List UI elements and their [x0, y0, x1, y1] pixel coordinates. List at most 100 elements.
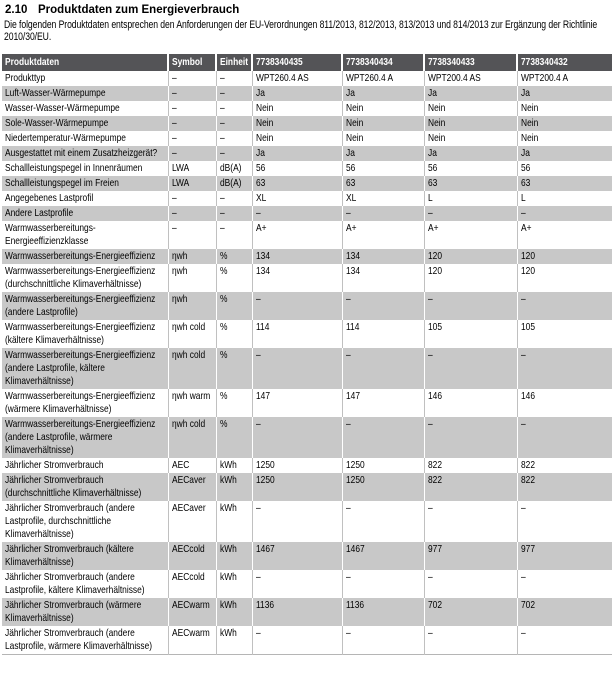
cell-label: Jährlicher Stromverbrauch (kältere Klima…	[2, 542, 169, 570]
cell-value-0: 1136	[252, 598, 343, 626]
cell-value-1: XL	[342, 191, 425, 206]
table-row: Andere Lastprofile – – – – – –	[2, 206, 612, 221]
cell-unit: %	[216, 264, 253, 292]
table-row: Niedertemperatur-Wärmepumpe – – Nein Nei…	[2, 131, 612, 146]
cell-value-1: 1250	[342, 473, 425, 501]
cell-value-0: 1467	[252, 542, 343, 570]
cell-value-0: 1250	[252, 458, 343, 473]
cell-label: Sole-Wasser-Wärmepumpe	[2, 116, 169, 131]
cell-value-3: 822	[517, 458, 612, 473]
header-article-4: 7738340432	[517, 54, 612, 71]
cell-value-3: 977	[517, 542, 612, 570]
cell-value-0: Nein	[252, 101, 343, 116]
cell-unit: %	[216, 389, 253, 417]
cell-value-0: 114	[252, 320, 343, 348]
cell-unit: dB(A)	[216, 176, 253, 191]
cell-label: Schallleistungspegel im Freien	[2, 176, 169, 191]
cell-value-3: 56	[517, 161, 612, 176]
cell-symbol: –	[168, 71, 217, 86]
cell-value-3: A+	[517, 221, 612, 249]
cell-unit: kWh	[216, 598, 253, 626]
table-row: Jährlicher Stromverbrauch (andere Lastpr…	[2, 501, 612, 542]
cell-unit: %	[216, 292, 253, 320]
table-row: Jährlicher Stromverbrauch (andere Lastpr…	[2, 626, 612, 655]
cell-unit: kWh	[216, 458, 253, 473]
cell-label: Angegebenes Lastprofil	[2, 191, 169, 206]
cell-unit: dB(A)	[216, 161, 253, 176]
cell-value-3: 120	[517, 249, 612, 264]
cell-symbol: AECwarm	[168, 626, 217, 655]
cell-value-1: Nein	[342, 101, 425, 116]
cell-value-1: WPT260.4 A	[342, 71, 425, 86]
cell-value-1: –	[342, 501, 425, 542]
cell-symbol: LWA	[168, 161, 217, 176]
cell-value-1: Ja	[342, 86, 425, 101]
cell-value-2: 977	[424, 542, 518, 570]
cell-label: Warmwasserbereitungs-Energieeffizienz (a…	[2, 292, 169, 320]
cell-value-3: –	[517, 501, 612, 542]
cell-value-1: 1250	[342, 458, 425, 473]
cell-value-1: Nein	[342, 116, 425, 131]
cell-unit: %	[216, 320, 253, 348]
cell-value-1: Nein	[342, 131, 425, 146]
cell-symbol: ηwh cold	[168, 320, 217, 348]
cell-symbol: ηwh warm	[168, 389, 217, 417]
cell-unit: –	[216, 116, 253, 131]
cell-value-1: 114	[342, 320, 425, 348]
cell-value-0: 134	[252, 249, 343, 264]
header-einheit: Einheit	[216, 54, 253, 71]
table-row: Sole-Wasser-Wärmepumpe – – Nein Nein Nei…	[2, 116, 612, 131]
cell-value-2: A+	[424, 221, 518, 249]
cell-value-3: Nein	[517, 131, 612, 146]
cell-value-2: 822	[424, 473, 518, 501]
cell-value-0: 56	[252, 161, 343, 176]
cell-value-3: –	[517, 417, 612, 458]
cell-value-1: –	[342, 570, 425, 598]
section-title: Produktdaten zum Energieverbrauch	[38, 4, 240, 16]
table-row: Ausgestattet mit einem Zusatzheizgerät? …	[2, 146, 612, 161]
cell-symbol: –	[168, 206, 217, 221]
table-row: Warmwasserbereitungs-Energieeffizienz (a…	[2, 348, 612, 389]
cell-unit: –	[216, 221, 253, 249]
cell-value-2: –	[424, 417, 518, 458]
cell-label: Niedertemperatur-Wärmepumpe	[2, 131, 169, 146]
cell-label: Wasser-Wasser-Wärmepumpe	[2, 101, 169, 116]
cell-value-3: 146	[517, 389, 612, 417]
cell-value-3: Ja	[517, 86, 612, 101]
table-row: Produkttyp – – WPT260.4 AS WPT260.4 A WP…	[2, 71, 612, 86]
cell-value-0: 63	[252, 176, 343, 191]
header-symbol: Symbol	[168, 54, 217, 71]
cell-value-2: 56	[424, 161, 518, 176]
cell-symbol: ηwh cold	[168, 417, 217, 458]
cell-value-2: 120	[424, 264, 518, 292]
cell-value-1: –	[342, 417, 425, 458]
cell-unit: kWh	[216, 473, 253, 501]
cell-value-1: 147	[342, 389, 425, 417]
cell-label: Jährlicher Stromverbrauch	[2, 458, 169, 473]
cell-value-0: –	[252, 292, 343, 320]
cell-symbol: ηwh	[168, 292, 217, 320]
cell-label: Luft-Wasser-Wärmepumpe	[2, 86, 169, 101]
cell-value-0: 1250	[252, 473, 343, 501]
cell-label: Warmwasserbereitungs-Energieeffizienzkla…	[2, 221, 169, 249]
header-article-1: 7738340435	[252, 54, 343, 71]
cell-value-0: Nein	[252, 131, 343, 146]
table-row: Warmwasserbereitungs-Energieeffizienz (w…	[2, 389, 612, 417]
cell-value-2: –	[424, 570, 518, 598]
cell-value-0: 147	[252, 389, 343, 417]
cell-value-0: –	[252, 348, 343, 389]
table-row: Jährlicher Stromverbrauch (andere Lastpr…	[2, 570, 612, 598]
cell-value-1: –	[342, 292, 425, 320]
table-row: Angegebenes Lastprofil – – XL XL L L	[2, 191, 612, 206]
product-data-table: Produktdaten Symbol Einheit 7738340435 7…	[2, 54, 612, 655]
intro-text: Die folgenden Produktdaten entsprechen d…	[4, 19, 598, 43]
cell-unit: kWh	[216, 501, 253, 542]
cell-label: Schallleistungspegel in Innenräumen	[2, 161, 169, 176]
cell-label: Warmwasserbereitungs-Energieeffizienz (a…	[2, 348, 169, 389]
cell-unit: –	[216, 146, 253, 161]
cell-value-2: –	[424, 292, 518, 320]
cell-label: Jährlicher Stromverbrauch (wärmere Klima…	[2, 598, 169, 626]
cell-unit: %	[216, 249, 253, 264]
cell-unit: –	[216, 86, 253, 101]
cell-label: Warmwasserbereitungs-Energieeffizienz (w…	[2, 389, 169, 417]
